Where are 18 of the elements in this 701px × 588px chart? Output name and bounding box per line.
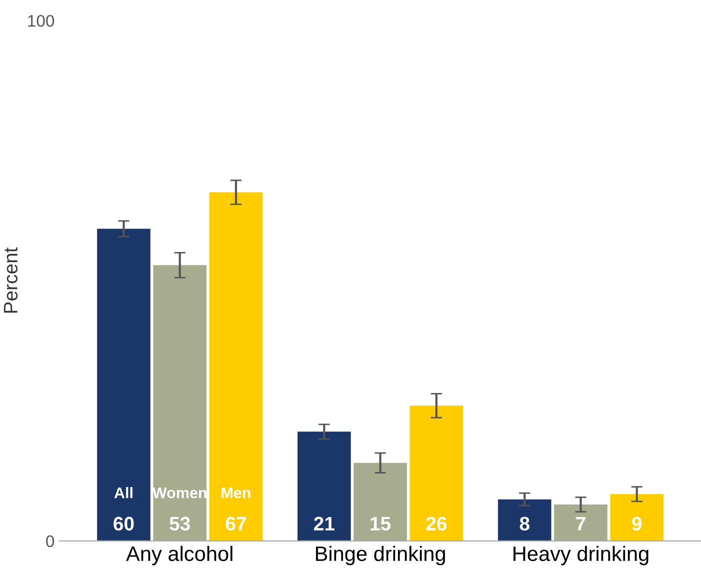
data-label: 21 xyxy=(314,516,334,530)
y-axis-title: Percent xyxy=(4,247,18,313)
y-tick-label: 0 xyxy=(46,535,54,548)
data-label: 7 xyxy=(576,517,586,530)
data-label: 8 xyxy=(520,516,530,531)
data-label: 67 xyxy=(226,516,246,531)
x-tick-label: Any alcohol xyxy=(126,546,232,566)
x-tick-label: Binge drinking xyxy=(316,546,445,566)
series-label: Women xyxy=(152,488,206,498)
data-label: 9 xyxy=(632,516,642,531)
data-label: 53 xyxy=(170,516,190,531)
data-label: 15 xyxy=(370,517,391,531)
y-tick-label: 100 xyxy=(28,14,54,27)
series-label: Men xyxy=(222,488,250,498)
series-label: All xyxy=(114,487,132,498)
x-tick-label: Heavy drinking xyxy=(514,546,648,566)
data-label: 26 xyxy=(426,516,447,531)
data-label: 60 xyxy=(114,516,134,531)
